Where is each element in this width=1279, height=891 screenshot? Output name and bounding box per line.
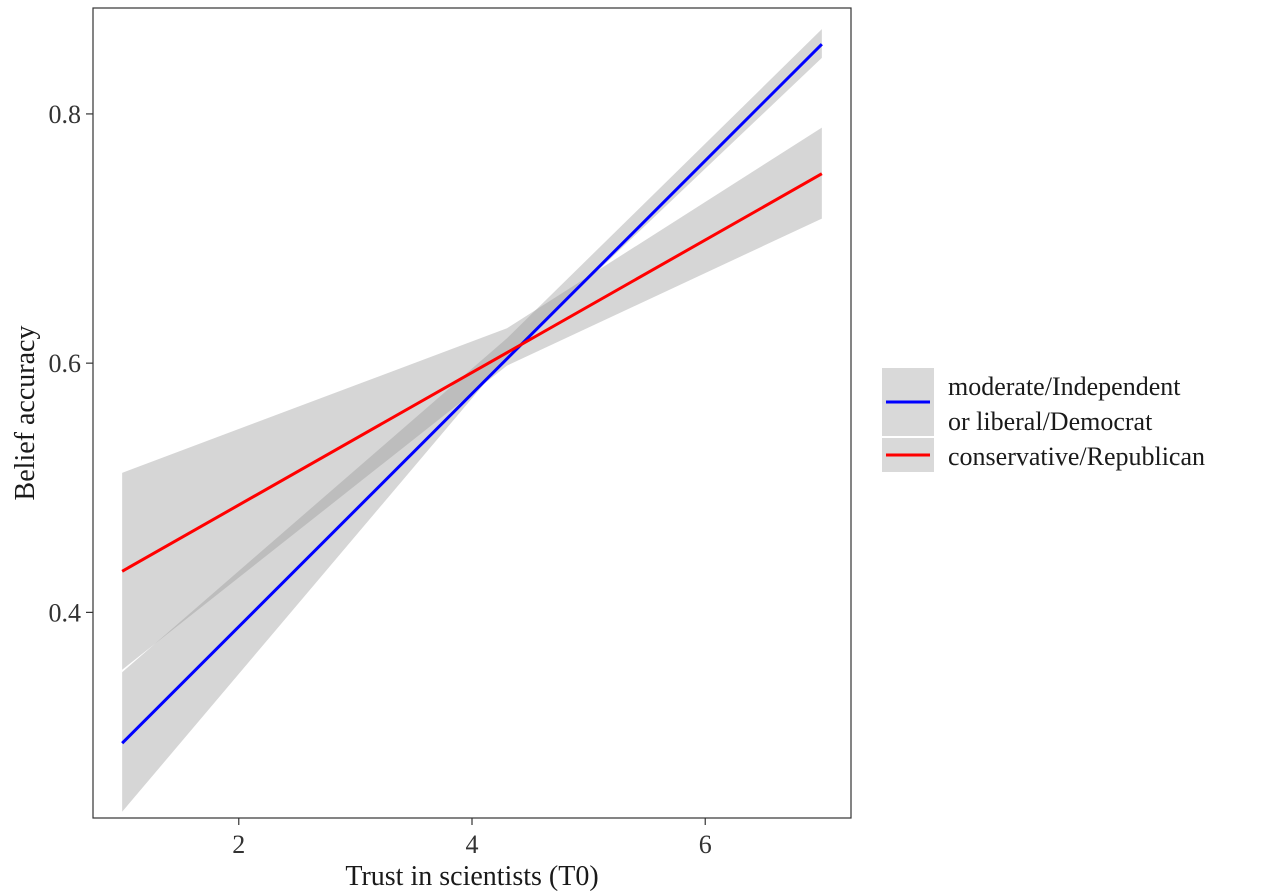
axes: 2 4 6 0.4 0.6 0.8 [49, 100, 712, 859]
y-tick-label: 0.6 [49, 349, 82, 378]
x-tick-label: 6 [699, 830, 712, 859]
x-axis-title: Trust in scientists (T0) [345, 861, 598, 891]
confidence-band-series-2 [122, 127, 822, 670]
y-tick-label: 0.8 [49, 100, 82, 129]
regression-line-series-2 [121, 172, 823, 573]
x-tick-label: 4 [466, 830, 479, 859]
legend: moderate/Independent or liberal/Democrat c… [882, 368, 1205, 472]
legend-label: moderate/Independent [948, 372, 1181, 401]
y-tick-label: 0.4 [49, 598, 82, 627]
legend-label: or liberal/Democrat [948, 407, 1153, 436]
regression-lines [121, 43, 823, 745]
y-axis-title: Belief accuracy [10, 326, 41, 501]
confidence-band-series-1 [122, 29, 822, 812]
confidence-bands [122, 29, 822, 812]
legend-label: conservative/Republican [948, 442, 1205, 471]
x-tick-label: 2 [232, 830, 245, 859]
regression-line-series-1 [121, 43, 823, 745]
